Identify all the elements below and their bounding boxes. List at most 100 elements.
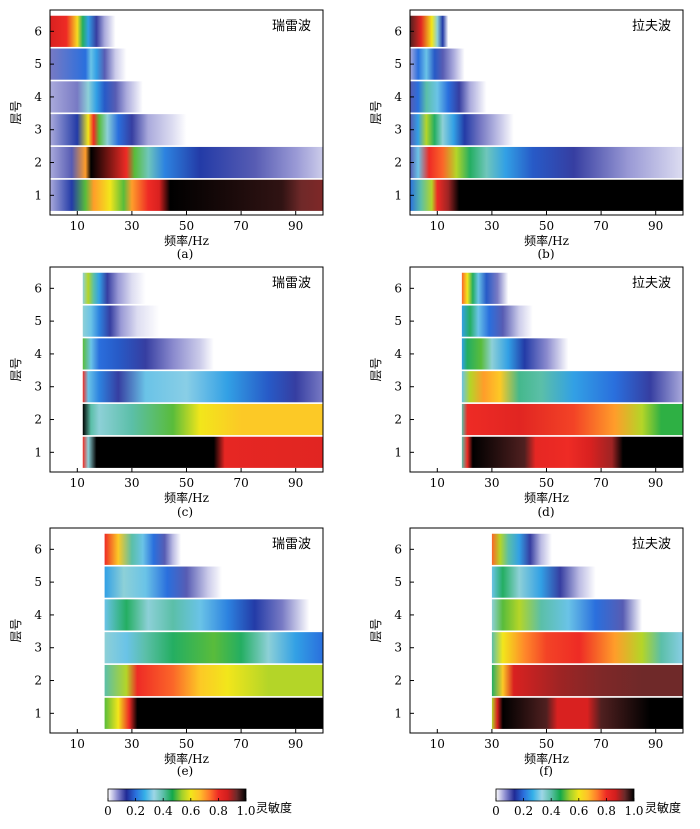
heat-row-e-layer-2 <box>104 664 323 697</box>
caption-f: (f) <box>539 764 553 778</box>
heat-row-f-layer-2 <box>491 664 683 697</box>
ytick-label-d-2: 2 <box>394 413 402 427</box>
ylabel-f: 层号 <box>369 618 383 642</box>
ytick-label-e-5: 5 <box>34 575 42 589</box>
ytick-label-a-6: 6 <box>34 24 42 38</box>
xtick-label-e-70: 70 <box>233 737 248 751</box>
heat-row-f-layer-6 <box>491 533 683 565</box>
heat-row-e-layer-4 <box>104 599 323 631</box>
panel-title-c: 瑞雷波 <box>272 276 311 291</box>
ytick-label-f-5: 5 <box>394 575 402 589</box>
xtick-label-b-10: 10 <box>430 219 445 233</box>
xtick-label-a-90: 90 <box>288 219 303 233</box>
heat-row-c-layer-6 <box>82 272 323 304</box>
cbar-right-tick-label-2: 0.4 <box>542 804 561 818</box>
cbar-left-tick-label-4: 0.8 <box>209 804 228 818</box>
heat-row-d-layer-5 <box>461 305 683 337</box>
xtick-label-d-70: 70 <box>593 476 608 490</box>
ytick-label-d-5: 5 <box>394 314 402 328</box>
ytick-label-b-6: 6 <box>394 24 402 38</box>
heat-row-d-layer-1 <box>461 436 683 468</box>
xtick-label-f-10: 10 <box>430 737 445 751</box>
ytick-label-c-6: 6 <box>34 281 42 295</box>
xtick-label-e-30: 30 <box>124 737 139 751</box>
xtick-label-a-50: 50 <box>179 219 194 233</box>
colorbar-left-label: 灵敏度 <box>256 800 292 815</box>
xlabel-b: 频率/Hz <box>524 233 569 248</box>
heat-row-b-layer-3 <box>410 114 683 146</box>
heat-row-a-layer-4 <box>50 81 323 113</box>
xtick-label-f-70: 70 <box>593 737 608 751</box>
xlabel-e: 频率/Hz <box>164 751 209 766</box>
ytick-label-f-3: 3 <box>394 641 402 655</box>
ylabel-d: 层号 <box>369 357 383 381</box>
cbar-left-tick-label-2: 0.4 <box>154 804 173 818</box>
cbar-left-tick-label-5: 1.0 <box>236 804 255 818</box>
colorbar-left-gradient <box>107 788 247 802</box>
heat-row-d-layer-6 <box>461 272 683 304</box>
xlabel-d: 频率/Hz <box>524 490 569 505</box>
heat-row-f-layer-5 <box>491 566 683 598</box>
heat-row-e-layer-5 <box>104 566 323 598</box>
cbar-left-tick-label-1: 0.2 <box>126 804 145 818</box>
ytick-label-e-4: 4 <box>34 608 42 622</box>
ylabel-b: 层号 <box>369 100 383 124</box>
xtick-label-b-70: 70 <box>593 219 608 233</box>
heat-row-a-layer-1 <box>50 179 323 211</box>
ytick-label-b-2: 2 <box>394 156 402 170</box>
cbar-left-tick-label-0: 0 <box>104 804 112 818</box>
ytick-label-a-5: 5 <box>34 57 42 71</box>
ytick-label-b-5: 5 <box>394 57 402 71</box>
xtick-label-f-90: 90 <box>648 737 663 751</box>
ytick-label-f-2: 2 <box>394 674 402 688</box>
colorbar-right-gradient <box>495 788 635 802</box>
panel-title-d: 拉夫波 <box>632 276 671 291</box>
ytick-label-e-3: 3 <box>34 641 42 655</box>
ytick-label-a-2: 2 <box>34 156 42 170</box>
ytick-label-a-1: 1 <box>34 188 42 202</box>
xtick-label-a-30: 30 <box>124 219 139 233</box>
xtick-label-c-70: 70 <box>233 476 248 490</box>
xtick-label-e-50: 50 <box>179 737 194 751</box>
xtick-label-f-50: 50 <box>539 737 554 751</box>
ytick-label-c-2: 2 <box>34 413 42 427</box>
ytick-label-f-6: 6 <box>394 542 402 556</box>
ytick-label-b-4: 4 <box>394 90 402 104</box>
heat-row-e-layer-3 <box>104 632 323 664</box>
cbar-right-tick-label-5: 1.0 <box>624 804 643 818</box>
heat-row-f-layer-4 <box>491 599 683 631</box>
xlabel-c: 频率/Hz <box>164 490 209 505</box>
heat-row-f-layer-1 <box>491 697 683 729</box>
caption-c: (c) <box>177 505 193 519</box>
heat-row-b-layer-4 <box>410 81 683 113</box>
ytick-label-b-3: 3 <box>394 123 402 137</box>
ytick-label-f-1: 1 <box>394 706 402 720</box>
xtick-label-a-10: 10 <box>70 219 85 233</box>
heat-row-d-layer-3 <box>461 371 683 403</box>
heat-row-a-layer-3 <box>50 114 323 146</box>
heat-row-c-layer-2 <box>82 403 323 436</box>
xtick-label-b-30: 30 <box>484 219 499 233</box>
heat-row-a-layer-2 <box>50 146 323 179</box>
xtick-label-a-70: 70 <box>233 219 248 233</box>
heat-row-b-layer-2 <box>410 146 683 179</box>
heat-row-e-layer-1 <box>104 697 323 729</box>
panel-title-e: 瑞雷波 <box>272 537 311 552</box>
xtick-label-d-50: 50 <box>539 476 554 490</box>
colorbar-right-label: 灵敏度 <box>645 800 681 815</box>
heat-row-a-layer-6 <box>50 15 323 47</box>
ytick-label-c-3: 3 <box>34 380 42 394</box>
xtick-label-c-90: 90 <box>288 476 303 490</box>
panel-title-f: 拉夫波 <box>632 537 671 552</box>
ylabel-a: 层号 <box>9 100 23 124</box>
caption-b: (b) <box>537 247 554 261</box>
xtick-label-e-10: 10 <box>70 737 85 751</box>
ytick-label-d-1: 1 <box>394 445 402 459</box>
